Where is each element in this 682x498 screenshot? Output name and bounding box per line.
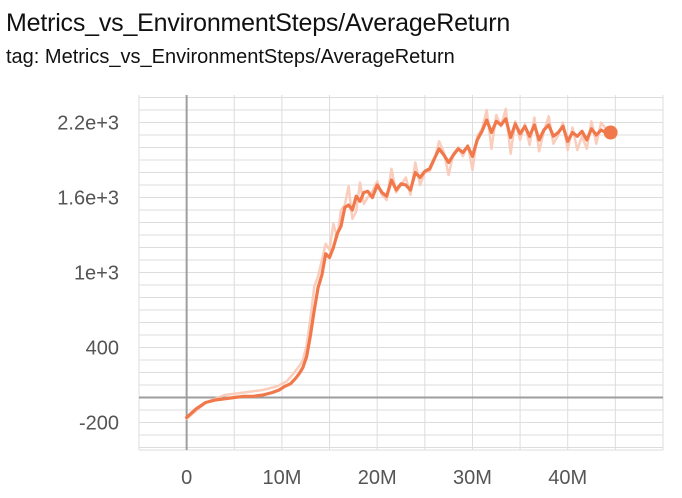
series-endpoint-dot (603, 125, 618, 140)
x-tick-label: 40M (548, 467, 587, 489)
x-tick-label: 30M (453, 467, 492, 489)
y-tick-label: 400 (86, 338, 119, 360)
y-tick-label: 2.2e+3 (57, 113, 119, 135)
y-tick-label: 1.6e+3 (57, 188, 119, 210)
raw-series-line (185, 107, 612, 421)
chart-tag-subtitle: tag: Metrics_vs_EnvironmentSteps/Average… (6, 46, 455, 68)
x-tick-label: 0 (181, 467, 192, 489)
y-tick-label: -200 (79, 413, 119, 435)
x-tick-label: 10M (262, 467, 301, 489)
x-tick-label: 20M (358, 467, 397, 489)
y-tick-label: 1e+3 (74, 263, 119, 285)
chart-tick-labels: -200 400 1e+3 1.6e+3 2.2e+3 0 10M 20M 30M 40M (57, 113, 587, 490)
chart-title: Metrics_vs_EnvironmentSteps/AverageRetur… (6, 9, 511, 37)
chart-series (185, 107, 618, 421)
smoothed-series-line (185, 117, 613, 420)
